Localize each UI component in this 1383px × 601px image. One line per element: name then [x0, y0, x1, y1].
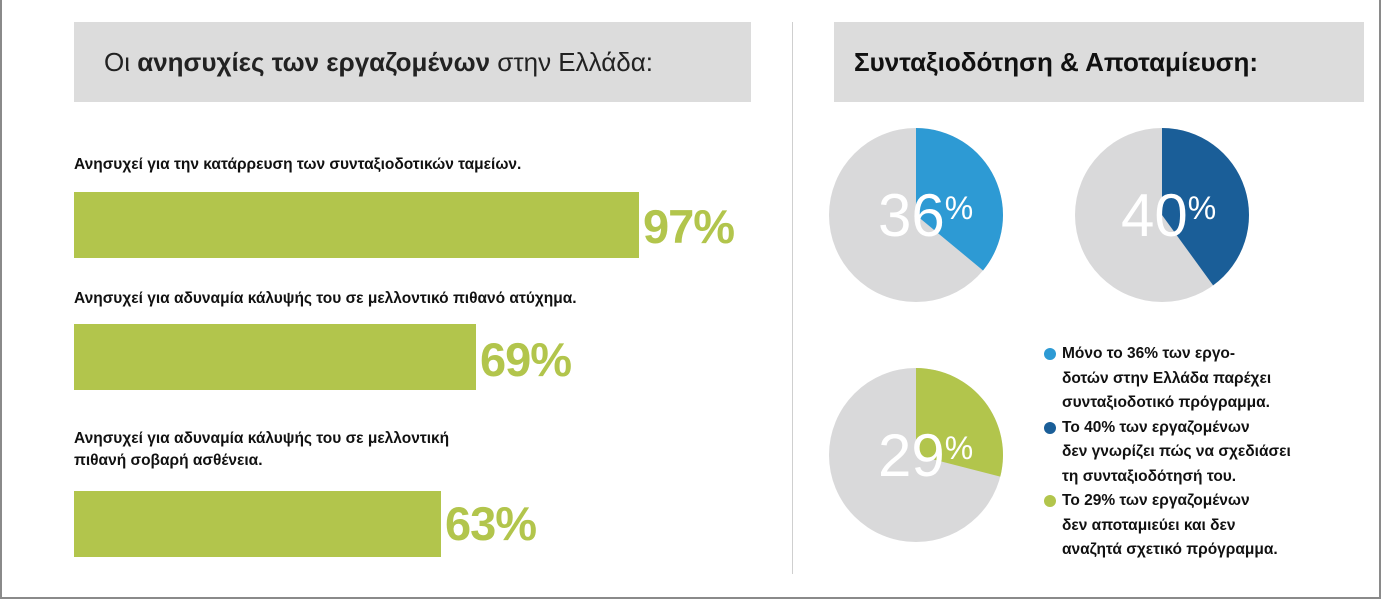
- panel-divider: [792, 22, 793, 574]
- bar: [74, 324, 476, 390]
- pie-label-36: 36%: [878, 186, 973, 246]
- legend-text: Μόνο το 36% των εργο- δοτών στην Ελλάδα …: [1062, 345, 1272, 411]
- bar-value-label: 69%: [480, 333, 572, 386]
- pie-label-29: 29%: [878, 426, 973, 486]
- left-title-bold: ανησυχίες των εργαζομένων: [137, 46, 491, 77]
- bar: [74, 491, 441, 557]
- left-title-suffix: στην Ελλάδα:: [490, 46, 653, 77]
- legend-dot-icon: [1044, 348, 1056, 360]
- bar-value-label: 97%: [643, 200, 735, 253]
- bar-value-label: 63%: [445, 497, 537, 550]
- left-title-prefix: Οι: [104, 46, 138, 77]
- pie-label-unit: %: [944, 430, 974, 466]
- pie-label-unit: %: [1187, 190, 1217, 226]
- legend-dot-icon: [1044, 421, 1056, 434]
- bar-label: Ανησυχεί για αδυναμία κάλυψής του σε μελ…: [74, 290, 577, 307]
- legend-item: Το 29% των εργαζομένων δεν αποταμιεύει κ…: [1044, 489, 1344, 563]
- pie-label-number: 36: [878, 182, 945, 249]
- bar-label: Ανησυχεί για αδυναμία κάλυψής του σε μελ…: [74, 430, 450, 469]
- pie-slice: [916, 368, 1003, 477]
- right-panel-title: Συνταξιοδότηση & Αποταμίευση:: [834, 22, 1364, 102]
- pie-slice: [1162, 128, 1249, 286]
- legend-dot-icon: [1044, 495, 1056, 507]
- legend-text: Το 40% των εργαζομένων δεν γνωρίζει πώς …: [1062, 418, 1291, 485]
- pie-slice: [916, 128, 1003, 271]
- legend-text: Το 29% των εργαζομένων δεν αποταμιεύει κ…: [1062, 492, 1278, 558]
- legend-item: Μόνο το 36% των εργο- δοτών στην Ελλάδα …: [1044, 342, 1344, 416]
- pie-label-unit: %: [944, 190, 974, 226]
- pie-label-number: 40: [1121, 182, 1188, 249]
- pie-label-number: 29: [878, 422, 945, 489]
- left-panel-title: Οι ανησυχίες των εργαζομένων στην Ελλάδα…: [74, 22, 751, 102]
- bar: [74, 192, 639, 258]
- pie-label-40: 40%: [1121, 186, 1216, 246]
- pie-legend: Μόνο το 36% των εργο- δοτών στην Ελλάδα …: [1044, 342, 1344, 563]
- legend-item: Το 40% των εργαζομένων δεν γνωρίζει πώς …: [1044, 416, 1344, 490]
- bar-label: Ανησυχεί για την κατάρρευση των συνταξιο…: [74, 156, 522, 173]
